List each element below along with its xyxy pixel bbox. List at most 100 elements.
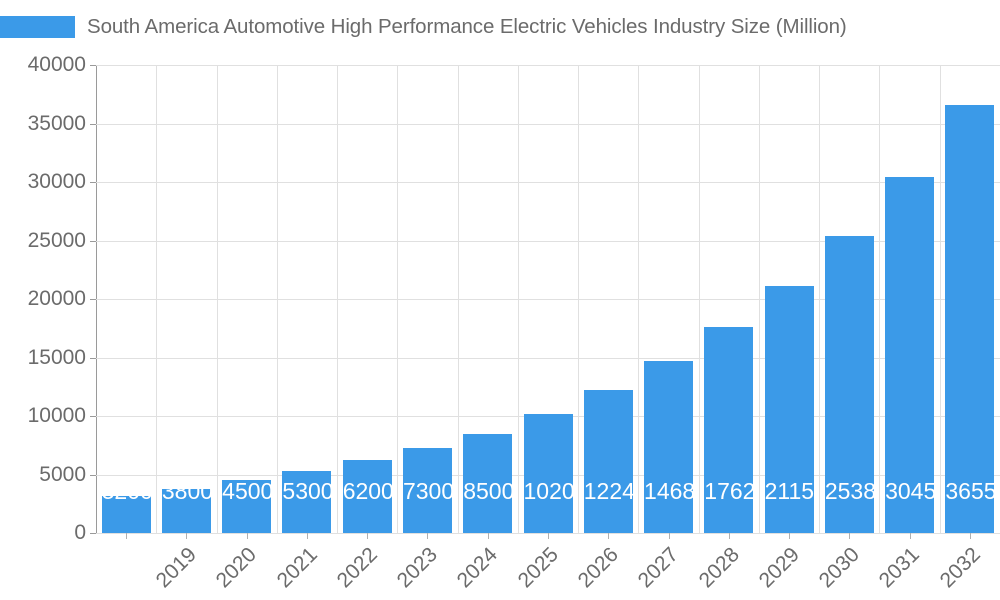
bar[interactable]: 30459 — [885, 176, 935, 533]
bar-value-label: 21151 — [764, 480, 814, 503]
x-axis-tick — [548, 533, 549, 539]
gridline-vertical — [217, 65, 218, 533]
bar[interactable]: 21151 — [764, 285, 814, 533]
x-axis-tick-label: 2033 — [995, 543, 1000, 593]
x-axis-tick — [970, 533, 971, 539]
y-axis-tick-label: 30000 — [27, 170, 86, 193]
y-axis-tick — [90, 240, 96, 242]
gridline-horizontal — [96, 357, 1000, 359]
x-axis-tick — [186, 533, 187, 539]
gridline-vertical — [397, 65, 398, 533]
y-axis-tick-label: 10000 — [27, 404, 86, 427]
gridline-vertical — [337, 65, 338, 533]
bar[interactable]: 17626 — [704, 326, 754, 533]
bar[interactable]: 10206 — [523, 413, 573, 533]
x-axis-tick — [367, 533, 368, 539]
gridline-horizontal — [96, 182, 1000, 183]
x-axis-tick — [910, 533, 911, 539]
legend-label-series-1: South America Automotive High Performanc… — [87, 15, 847, 38]
bar[interactable]: 3800 — [161, 480, 211, 533]
x-axis-tick — [729, 533, 730, 539]
x-axis-tick-label: 2024 — [453, 543, 503, 593]
bar-value-label: 25382 — [824, 480, 874, 503]
bar[interactable]: 5300 — [282, 471, 332, 533]
bar[interactable]: 8500 — [463, 433, 513, 533]
x-axis-tick — [307, 533, 308, 539]
x-axis-tick-label: 2032 — [935, 543, 985, 593]
y-axis-tick — [90, 416, 96, 417]
x-axis-tick — [247, 533, 248, 539]
gridline-vertical — [699, 65, 700, 533]
gridline-horizontal — [96, 123, 1000, 125]
y-axis-tick — [90, 474, 96, 476]
bar-value-label: 4500 — [222, 480, 272, 503]
gridline-vertical — [759, 65, 760, 533]
x-axis-tick — [669, 533, 670, 539]
gridline-vertical — [940, 65, 941, 533]
y-axis-tick-label: 0 — [74, 521, 86, 544]
x-axis-tick-label: 2020 — [212, 543, 262, 593]
bar-value-label: 17626 — [704, 480, 754, 503]
x-axis-tick-label: 2030 — [814, 543, 865, 593]
bar-value-label: 7300 — [402, 480, 452, 503]
plot-area: 3200 3800 4500 5300 6200 7300 8500 10206 12246 14… — [90, 65, 1000, 539]
bar[interactable]: 36551 — [945, 105, 995, 533]
gridline-vertical — [638, 65, 639, 533]
x-axis-tick-label: 2025 — [513, 543, 563, 593]
y-axis-tick — [90, 65, 96, 66]
x-axis-tick-label: 2029 — [754, 543, 804, 593]
y-axis-tick-label: 20000 — [27, 287, 86, 310]
bar[interactable]: 25382 — [824, 236, 874, 533]
gridline-vertical — [458, 65, 459, 533]
gridline-vertical — [518, 65, 519, 533]
y-axis-labels: 0 5000 10000 15000 20000 25000 30000 35000 40000 — [0, 53, 86, 544]
gridline-horizontal — [96, 240, 1000, 242]
x-axis-tick — [849, 533, 850, 539]
x-axis-tick-label: 2028 — [694, 543, 744, 593]
y-axis-tick — [90, 299, 96, 300]
x-axis-labels: 2019 2020 2021 2022 2023 2024 2025 2026 2027 2028… — [96, 533, 1000, 600]
y-axis-tick — [90, 533, 96, 534]
x-axis-tick — [126, 533, 127, 539]
bar[interactable]: 14688 — [644, 361, 694, 533]
x-axis-tick — [488, 533, 489, 539]
gridline-vertical — [578, 65, 579, 533]
chart-legend: South America Automotive High Performanc… — [0, 10, 847, 44]
gridline-vertical — [277, 65, 278, 533]
x-axis-tick — [789, 533, 790, 539]
bar-value-label: 12246 — [583, 480, 633, 503]
y-axis-tick — [90, 182, 96, 183]
bar-value-label: 14688 — [644, 480, 694, 503]
gridline-vertical — [156, 65, 157, 533]
bar-value-label: 3200 — [101, 480, 151, 503]
x-axis-tick-label: 2031 — [875, 543, 925, 593]
y-axis-tick-label: 35000 — [27, 111, 86, 135]
y-axis-tick-label: 25000 — [27, 228, 86, 252]
x-axis-tick-label: 2022 — [332, 543, 382, 593]
legend-color-swatch — [0, 16, 75, 38]
y-axis-tick-label: 40000 — [27, 53, 86, 76]
bar-value-label: 3800 — [161, 480, 211, 503]
bar-value-label: 10206 — [523, 480, 573, 503]
bar[interactable]: 3200 — [101, 480, 151, 533]
bar[interactable]: 12246 — [583, 389, 633, 533]
x-axis-tick — [608, 533, 609, 539]
y-axis-tick-label: 15000 — [27, 345, 86, 369]
x-axis-tick-label: 2019 — [151, 543, 202, 593]
y-axis-tick — [90, 123, 96, 125]
y-axis-tick — [90, 357, 96, 359]
x-axis-tick-label: 2021 — [272, 543, 322, 593]
y-axis-tick-label: 5000 — [39, 462, 86, 486]
bar[interactable]: 6200 — [342, 460, 392, 533]
x-axis-tick-label: 2027 — [633, 543, 684, 593]
bar-value-label: 5300 — [282, 480, 332, 503]
gridline-horizontal — [96, 65, 1000, 66]
x-axis-tick — [427, 533, 428, 539]
bar[interactable]: 7300 — [402, 447, 452, 533]
bar-value-label: 36551 — [945, 480, 995, 503]
bar[interactable]: 4500 — [222, 480, 272, 533]
x-axis-tick-label: 2023 — [392, 543, 443, 593]
bar-value-label: 30459 — [885, 480, 935, 503]
bar-value-label: 6200 — [342, 480, 392, 503]
